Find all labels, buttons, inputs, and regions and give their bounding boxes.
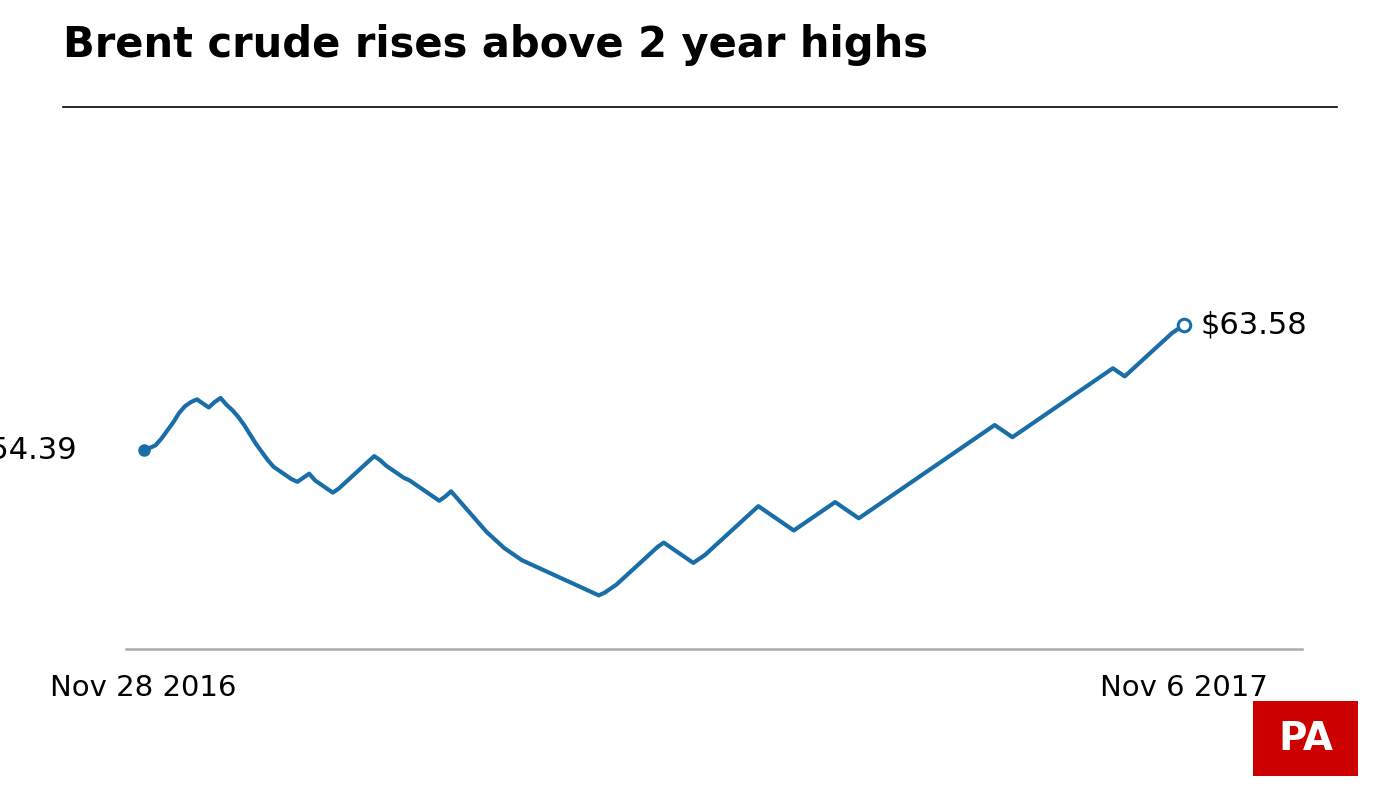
- Text: $54.39: $54.39: [0, 435, 77, 464]
- Text: $63.58: $63.58: [1200, 310, 1308, 340]
- Text: Brent crude rises above 2 year highs: Brent crude rises above 2 year highs: [63, 24, 928, 66]
- Text: PA: PA: [1278, 720, 1333, 757]
